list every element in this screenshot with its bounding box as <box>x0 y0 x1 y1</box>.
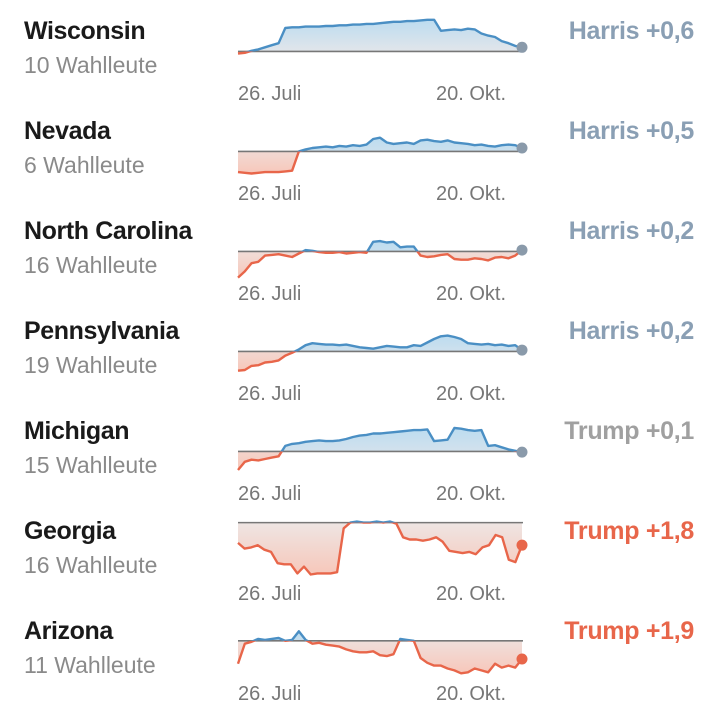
electors-count: 19 Wahlleute <box>24 352 158 378</box>
electors-count: 15 Wahlleute <box>24 452 158 478</box>
x-tick-label: 26. Juli <box>238 183 301 203</box>
x-tick-label: 20. Okt. <box>436 583 506 603</box>
end-point-dot <box>516 41 528 53</box>
x-tick-label: 20. Okt. <box>436 383 506 403</box>
x-tick-label: 20. Okt. <box>436 483 506 503</box>
margin-result: Trump +1,9 <box>564 617 694 645</box>
x-tick-label: 20. Okt. <box>436 283 506 303</box>
sparkline-chart: 26. Juli 20. Okt. <box>237 426 528 503</box>
state-name: Wisconsin <box>24 17 146 45</box>
sparkline-chart: 26. Juli 20. Okt. <box>236 630 528 703</box>
margin-result: Harris +0,5 <box>568 117 695 145</box>
margin-line-harris <box>280 426 523 452</box>
x-tick-label: 26. Juli <box>238 383 301 403</box>
margin-line-trump <box>237 522 524 576</box>
x-tick-label: 20. Okt. <box>436 683 506 703</box>
margin-line-trump <box>237 251 523 279</box>
x-tick-label: 26. Juli <box>238 583 301 603</box>
x-tick-label: 20. Okt. <box>436 83 506 103</box>
state-name: Pennsylvania <box>24 317 180 345</box>
margin-line-harris <box>292 334 523 352</box>
state-name: Michigan <box>24 417 130 445</box>
x-tick-label: 26. Juli <box>238 683 301 703</box>
trump-lead-area <box>238 351 295 371</box>
state-row-wisconsin: Wisconsin 10 Wahlleute 26. Juli 20. Okt. Har… <box>0 3 720 103</box>
sparkline-chart: 26. Juli 20. Okt. <box>237 334 528 403</box>
harris-lead-area <box>238 335 522 352</box>
harris-lead-area <box>238 241 522 252</box>
margin-result: Harris +0,2 <box>568 217 695 245</box>
electors-count: 11 Wahlleute <box>24 652 156 678</box>
x-tick-label: 26. Juli <box>238 283 301 303</box>
trump-lead-area <box>238 522 522 575</box>
electors-count: 10 Wahlleute <box>24 52 158 78</box>
margin-result: Harris +0,2 <box>568 317 695 345</box>
sparkline-chart: 26. Juli 20. Okt. <box>237 520 528 603</box>
margin-result: Trump +1,8 <box>564 517 694 545</box>
sparkline-chart: 26. Juli 20. Okt. <box>237 18 528 103</box>
state-row-michigan: Michigan 15 Wahlleute 26. Juli 20. Okt. Trum… <box>0 403 720 503</box>
state-row-nevada: Nevada 6 Wahlleute 26. Juli 20. Okt. Harris … <box>0 103 720 203</box>
margin-line-trump <box>237 151 303 175</box>
state-row-arizona: Arizona 11 Wahlleute 26. Juli 20. Okt. Trump… <box>0 603 720 703</box>
state-name: North Carolina <box>24 217 193 245</box>
trump-lead-area <box>238 151 299 174</box>
trump-lead-area <box>238 251 521 278</box>
margin-result: Trump +0,1 <box>564 417 694 445</box>
margin-result: Harris +0,6 <box>568 17 695 45</box>
electors-count: 16 Wahlleute <box>24 552 158 578</box>
x-tick-label: 26. Juli <box>238 483 301 503</box>
state-row-pennsylvania: Pennsylvania 19 Wahlleute 26. Juli 20. Okt.… <box>0 303 720 403</box>
end-point-dot <box>516 344 528 356</box>
end-point-dot <box>516 244 528 256</box>
state-name: Georgia <box>24 517 116 545</box>
margin-line-harris <box>245 18 523 52</box>
harris-lead-area <box>238 137 522 152</box>
margin-line-harris <box>297 136 523 152</box>
x-tick-label: 26. Juli <box>238 83 301 103</box>
sparkline-chart: 26. Juli 20. Okt. <box>237 239 528 303</box>
end-point-dot <box>516 653 528 665</box>
x-tick-label: 20. Okt. <box>436 183 506 203</box>
end-point-dot <box>516 446 528 458</box>
state-name: Nevada <box>24 117 111 145</box>
margin-line-harris <box>300 239 523 252</box>
state-row-georgia: Georgia 16 Wahlleute 26. Juli 20. Okt. Trump… <box>0 503 720 603</box>
margin-line-harris <box>348 520 397 523</box>
margin-line-trump <box>237 351 298 372</box>
electors-count: 6 Wahlleute <box>24 152 145 178</box>
state-name: Arizona <box>24 617 113 645</box>
sparkline-chart: 26. Juli 20. Okt. <box>237 136 528 203</box>
trump-lead-area <box>238 451 522 470</box>
end-point-dot <box>516 539 528 551</box>
margin-line-trump <box>236 640 523 675</box>
end-point-dot <box>516 142 528 154</box>
state-row-north-carolina: North Carolina 16 Wahlleute 26. Juli 20. Ok… <box>0 203 720 303</box>
electors-count: 16 Wahlleute <box>24 252 158 278</box>
margin-line-harris <box>250 630 416 641</box>
trump-lead-area <box>238 640 522 674</box>
